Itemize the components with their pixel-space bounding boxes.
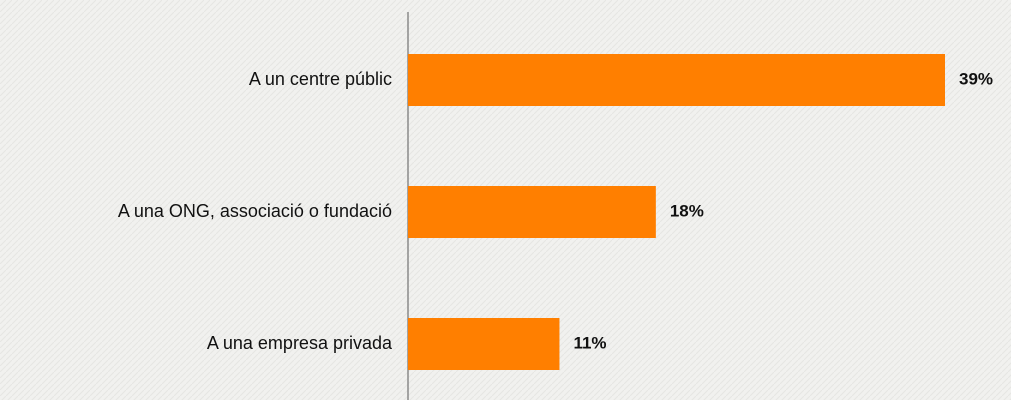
bar bbox=[408, 54, 945, 106]
category-label: A un centre públic bbox=[249, 69, 392, 89]
value-label: 39% bbox=[959, 69, 993, 88]
bar bbox=[408, 318, 560, 370]
value-label: 11% bbox=[573, 333, 606, 352]
bar bbox=[408, 186, 656, 238]
value-label: 18% bbox=[670, 201, 704, 220]
category-label: A una ONG, associació o fundació bbox=[118, 201, 392, 221]
category-label: A una empresa privada bbox=[207, 333, 393, 353]
